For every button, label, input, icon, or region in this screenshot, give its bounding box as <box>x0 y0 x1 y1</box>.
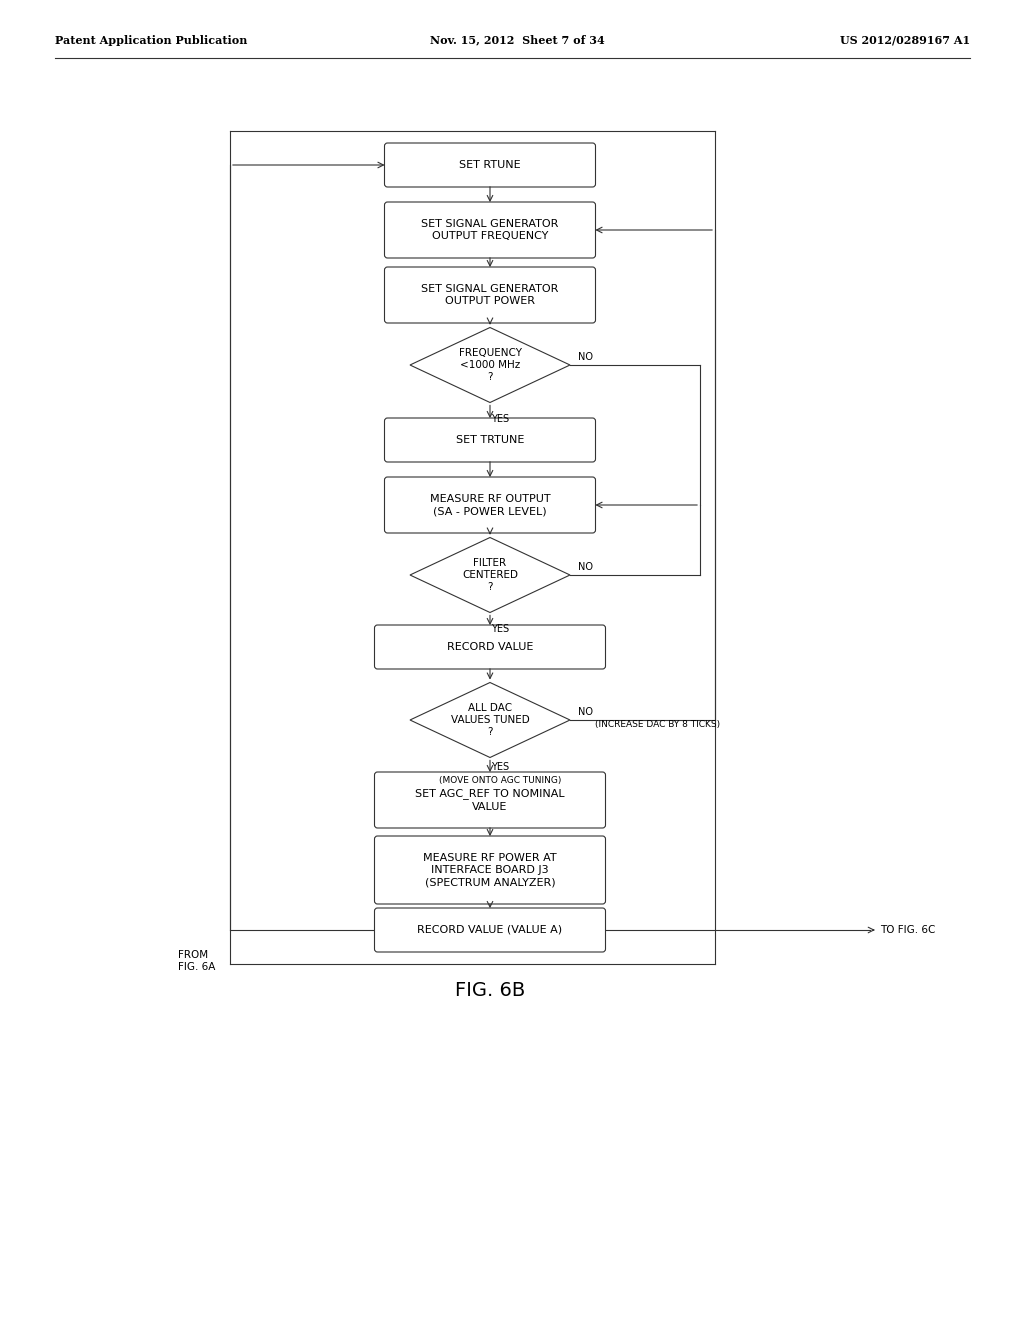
Text: (MOVE ONTO AGC TUNING): (MOVE ONTO AGC TUNING) <box>439 776 561 784</box>
FancyBboxPatch shape <box>384 477 596 533</box>
Text: US 2012/0289167 A1: US 2012/0289167 A1 <box>840 34 970 45</box>
Text: SET RTUNE: SET RTUNE <box>459 160 521 170</box>
Text: FREQUENCY
<1000 MHz
?: FREQUENCY <1000 MHz ? <box>459 347 521 383</box>
FancyBboxPatch shape <box>384 202 596 257</box>
FancyBboxPatch shape <box>384 418 596 462</box>
Text: NO: NO <box>578 708 593 717</box>
Polygon shape <box>410 327 570 403</box>
Text: YES: YES <box>490 624 509 635</box>
Text: RECORD VALUE (VALUE A): RECORD VALUE (VALUE A) <box>418 925 562 935</box>
Text: Patent Application Publication: Patent Application Publication <box>55 34 248 45</box>
Text: SET SIGNAL GENERATOR
OUTPUT FREQUENCY: SET SIGNAL GENERATOR OUTPUT FREQUENCY <box>421 219 559 242</box>
Polygon shape <box>410 537 570 612</box>
Text: YES: YES <box>490 763 509 772</box>
Text: FILTER
CENTERED
?: FILTER CENTERED ? <box>462 557 518 593</box>
FancyBboxPatch shape <box>384 143 596 187</box>
FancyBboxPatch shape <box>375 772 605 828</box>
Text: MEASURE RF POWER AT
INTERFACE BOARD J3
(SPECTRUM ANALYZER): MEASURE RF POWER AT INTERFACE BOARD J3 (… <box>423 853 557 887</box>
Text: NO: NO <box>578 562 593 572</box>
Text: RECORD VALUE: RECORD VALUE <box>446 642 534 652</box>
Text: SET SIGNAL GENERATOR
OUTPUT POWER: SET SIGNAL GENERATOR OUTPUT POWER <box>421 284 559 306</box>
Text: NO: NO <box>578 352 593 362</box>
FancyBboxPatch shape <box>375 908 605 952</box>
Text: FIG. 6B: FIG. 6B <box>455 981 525 999</box>
Text: FROM
FIG. 6A: FROM FIG. 6A <box>177 950 215 972</box>
Text: ALL DAC
VALUES TUNED
?: ALL DAC VALUES TUNED ? <box>451 702 529 738</box>
FancyBboxPatch shape <box>384 267 596 323</box>
Text: MEASURE RF OUTPUT
(SA - POWER LEVEL): MEASURE RF OUTPUT (SA - POWER LEVEL) <box>430 494 550 516</box>
Text: YES: YES <box>490 414 509 425</box>
Text: (INCREASE DAC BY 8 TICKS): (INCREASE DAC BY 8 TICKS) <box>595 721 720 730</box>
Text: TO FIG. 6C: TO FIG. 6C <box>880 925 935 935</box>
FancyBboxPatch shape <box>375 836 605 904</box>
Text: SET TRTUNE: SET TRTUNE <box>456 436 524 445</box>
Text: Nov. 15, 2012  Sheet 7 of 34: Nov. 15, 2012 Sheet 7 of 34 <box>430 34 605 45</box>
Text: SET AGC_REF TO NOMINAL
VALUE: SET AGC_REF TO NOMINAL VALUE <box>415 788 565 812</box>
Polygon shape <box>410 682 570 758</box>
FancyBboxPatch shape <box>375 624 605 669</box>
